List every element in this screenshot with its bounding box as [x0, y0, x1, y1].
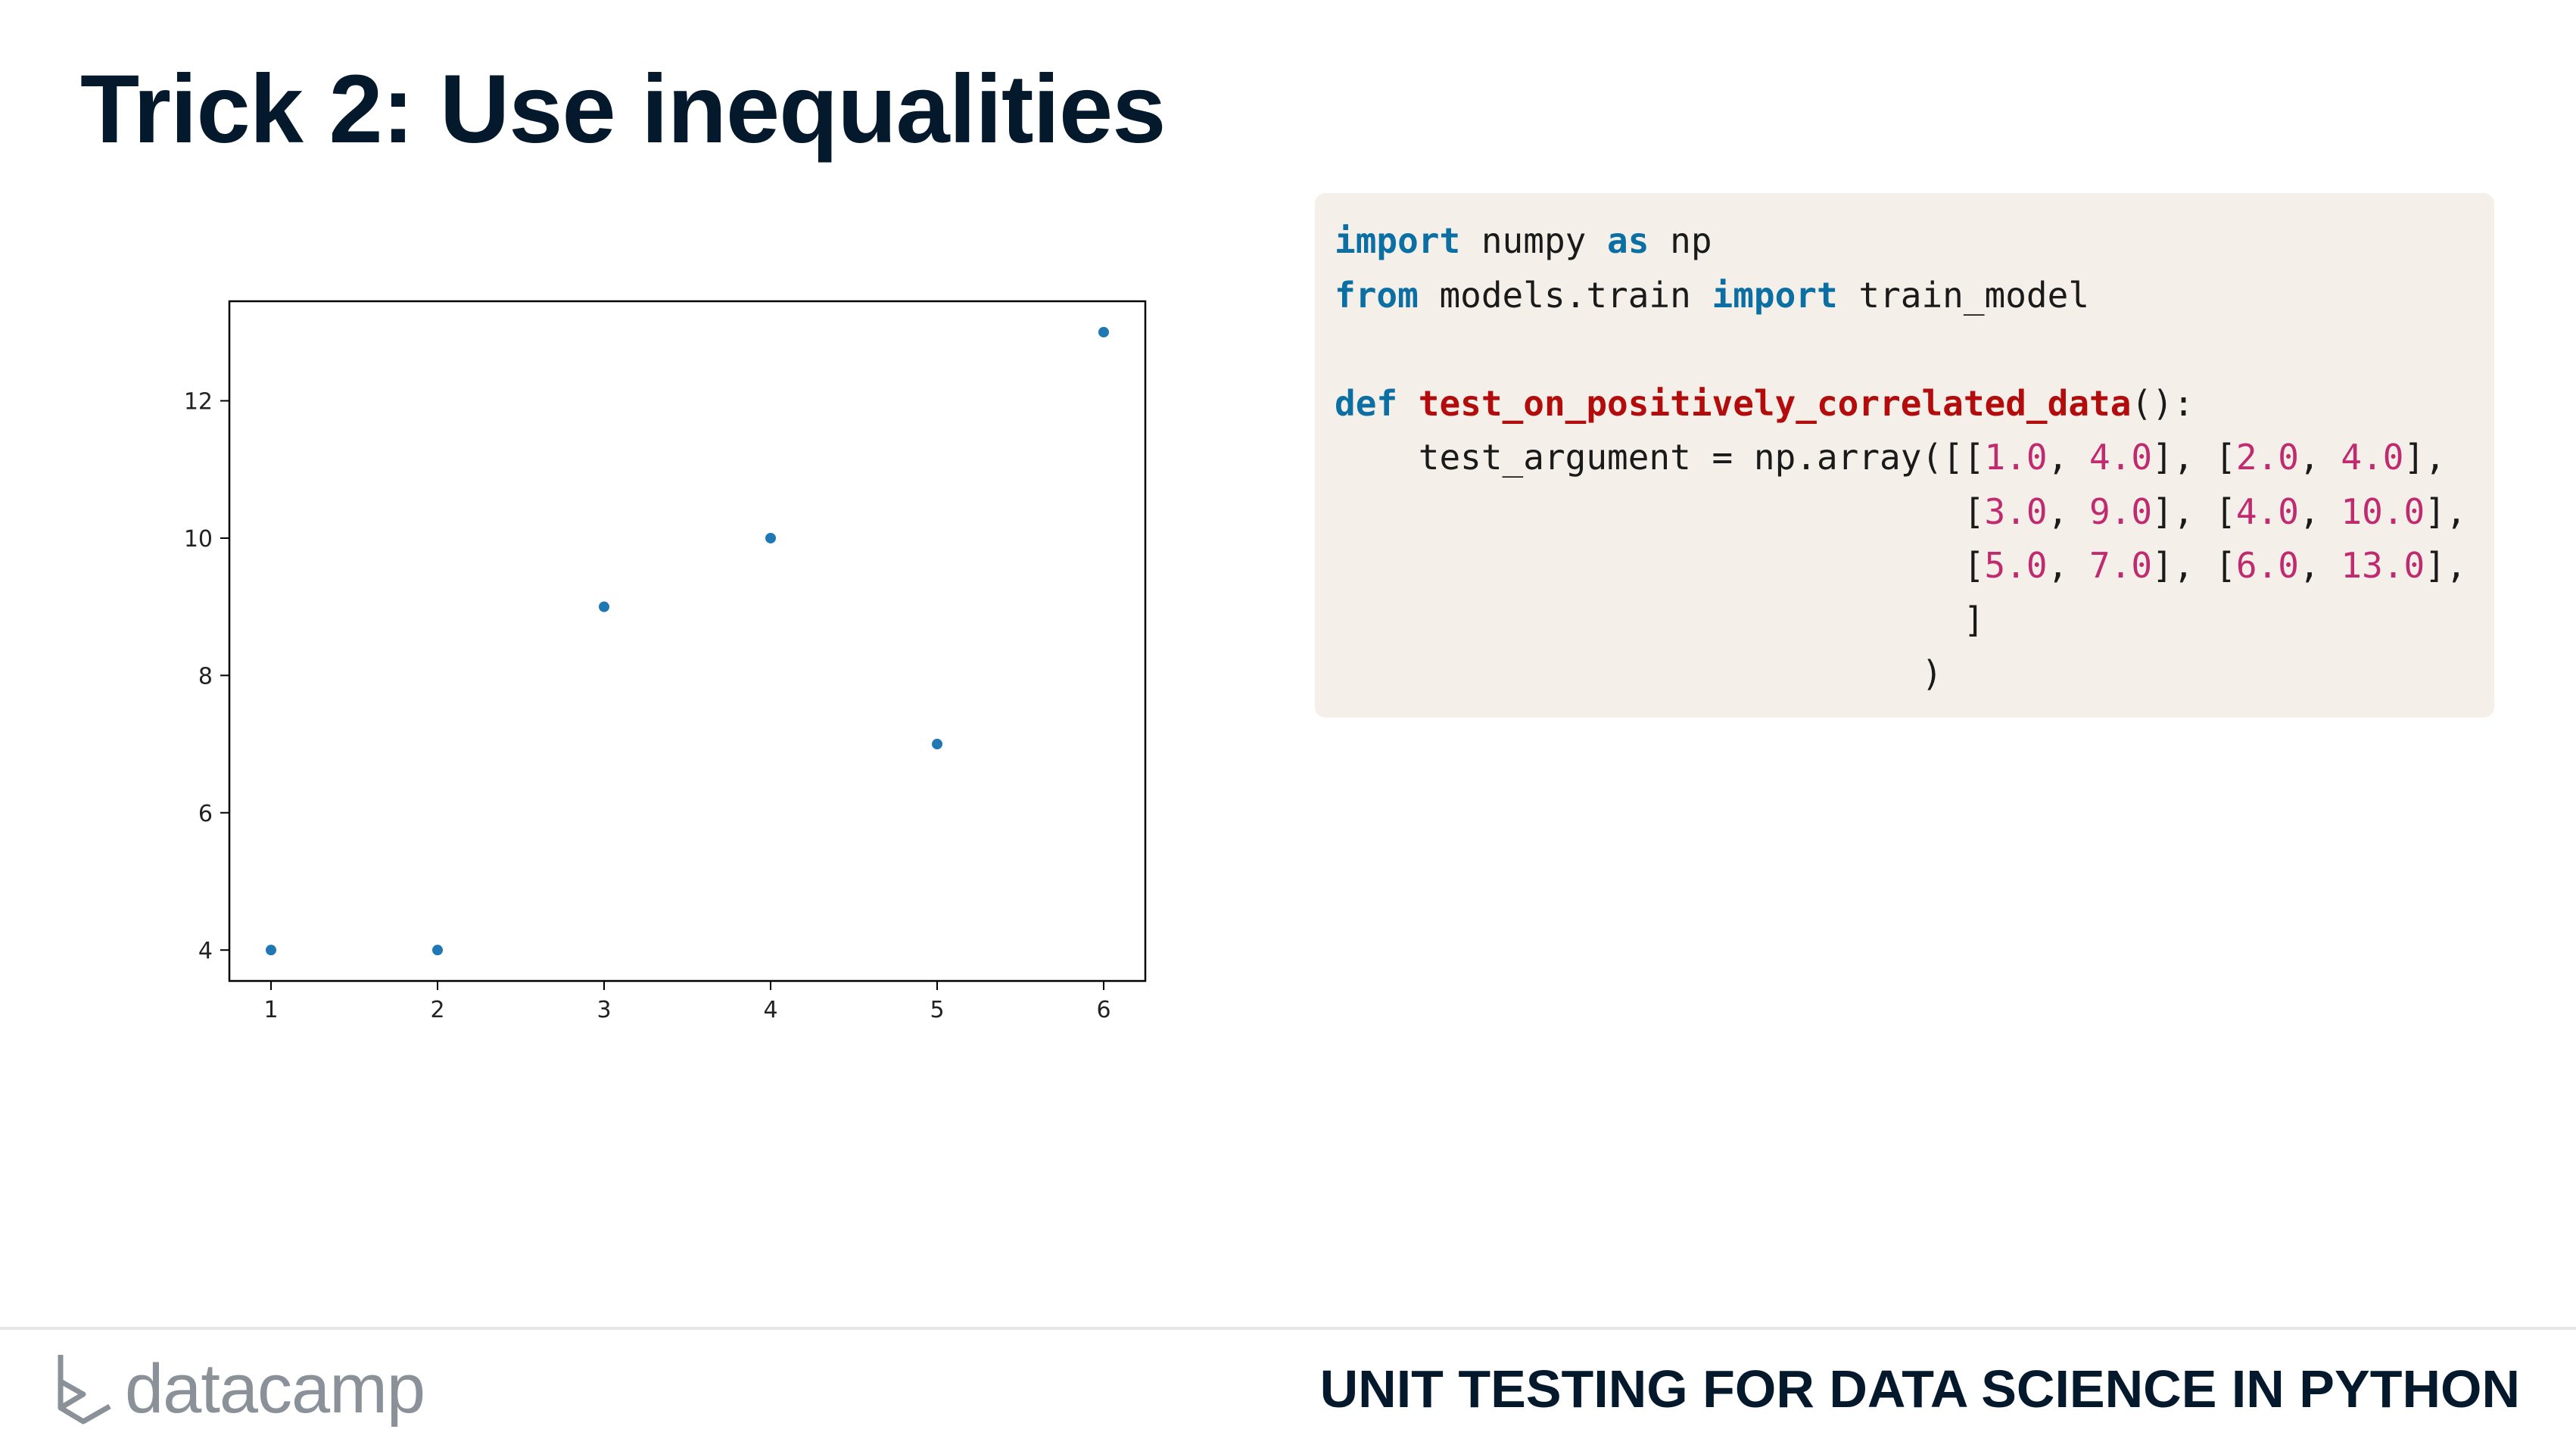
data-point: [932, 739, 942, 750]
code-text: ():: [2131, 382, 2194, 424]
footer-divider: [0, 1327, 2576, 1330]
y-tick-label: 6: [198, 801, 213, 827]
y-tick-label: 10: [184, 526, 213, 553]
code-text: [: [1335, 545, 1985, 586]
code-text: ,: [2047, 437, 2090, 478]
code-keyword: def: [1335, 382, 1398, 424]
y-tick-label: 8: [198, 663, 213, 690]
x-tick-label: 5: [930, 997, 944, 1023]
x-tick-label: 3: [596, 997, 611, 1023]
code-line: ]: [1335, 593, 2494, 648]
code-text: test_argument = np.array([[: [1335, 437, 1985, 478]
code-text: [1397, 383, 1419, 424]
code-text: ,: [2298, 545, 2341, 586]
code-text: models.train: [1418, 274, 1712, 316]
datacamp-logo-icon: [58, 1355, 111, 1425]
code-text: numpy: [1460, 220, 1608, 261]
data-point: [765, 532, 776, 543]
code-line: from models.train import train_model: [1335, 269, 2494, 323]
code-function-name: test_on_positively_correlated_data: [1418, 382, 2132, 424]
data-point: [1098, 326, 1109, 338]
code-text: np: [1649, 220, 1712, 261]
y-tick-label: 12: [184, 389, 213, 416]
x-tick-label: 6: [1096, 997, 1110, 1023]
plot-frame: [228, 300, 1147, 982]
code-text: ], [: [2152, 545, 2236, 586]
datacamp-logo: datacamp: [53, 1347, 447, 1431]
code-number: 9.0: [2089, 490, 2153, 532]
code-text: ): [1335, 653, 1943, 694]
code-text: ],: [2425, 490, 2467, 532]
x-tick-label: 2: [430, 997, 444, 1023]
code-number: 4.0: [2341, 437, 2404, 478]
code-line: ): [1335, 647, 2494, 702]
code-number: 5.0: [1984, 545, 2048, 586]
code-keyword: from: [1335, 274, 1419, 316]
code-number: 13.0: [2341, 545, 2425, 586]
code-text: ,: [2298, 437, 2341, 478]
code-number: 6.0: [2235, 545, 2299, 586]
code-text: ,: [2047, 545, 2090, 586]
scatter-chart: 1 2 3 4 5 6 4 6 8 10 12: [151, 272, 1181, 1045]
code-block: import numpy as np from models.train impo…: [1315, 193, 2494, 718]
data-point: [432, 945, 443, 956]
code-line: [3.0, 9.0], [4.0, 10.0],: [1335, 485, 2494, 540]
code-text: ,: [2298, 490, 2341, 532]
code-number: 4.0: [2235, 490, 2299, 532]
y-tick-label: 4: [198, 938, 213, 964]
code-line: [1335, 322, 2494, 377]
code-keyword: import: [1712, 274, 1838, 316]
code-lines: import numpy as np from models.train impo…: [1335, 214, 2494, 702]
code-text: ]: [1335, 599, 1985, 640]
code-number: 7.0: [2089, 545, 2153, 586]
code-line: import numpy as np: [1335, 214, 2494, 269]
code-text: ],: [2403, 437, 2446, 478]
code-text: ],: [2425, 545, 2467, 586]
code-text: train_model: [1837, 274, 2090, 316]
data-point: [599, 601, 609, 612]
code-number: 4.0: [2089, 437, 2153, 478]
x-tick-label: 1: [263, 997, 278, 1023]
code-line: test_argument = np.array([[1.0, 4.0], [2…: [1335, 431, 2494, 485]
slide-title: Trick 2: Use inequalities: [80, 55, 1166, 163]
code-text: ], [: [2152, 437, 2236, 478]
data-point: [266, 945, 276, 956]
code-text: ,: [2047, 490, 2090, 532]
code-line: def test_on_positively_correlated_data()…: [1335, 377, 2494, 431]
code-line: [5.0, 7.0], [6.0, 13.0],: [1335, 539, 2494, 593]
x-tick-label: 4: [763, 997, 777, 1023]
code-keyword: as: [1607, 220, 1649, 261]
code-number: 1.0: [1984, 437, 2048, 478]
code-number: 10.0: [2341, 490, 2425, 532]
code-number: 3.0: [1984, 490, 2048, 532]
code-keyword: import: [1335, 220, 1461, 261]
code-text: ], [: [2152, 490, 2236, 532]
code-number: 2.0: [2235, 437, 2299, 478]
datacamp-logo-text: datacamp: [125, 1350, 425, 1428]
code-text: [: [1335, 490, 1985, 532]
course-title: UNIT TESTING FOR DATA SCIENCE IN PYTHON: [1319, 1359, 2520, 1418]
